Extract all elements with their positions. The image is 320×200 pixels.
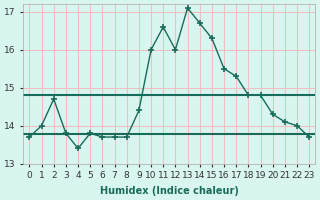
X-axis label: Humidex (Indice chaleur): Humidex (Indice chaleur) <box>100 186 239 196</box>
